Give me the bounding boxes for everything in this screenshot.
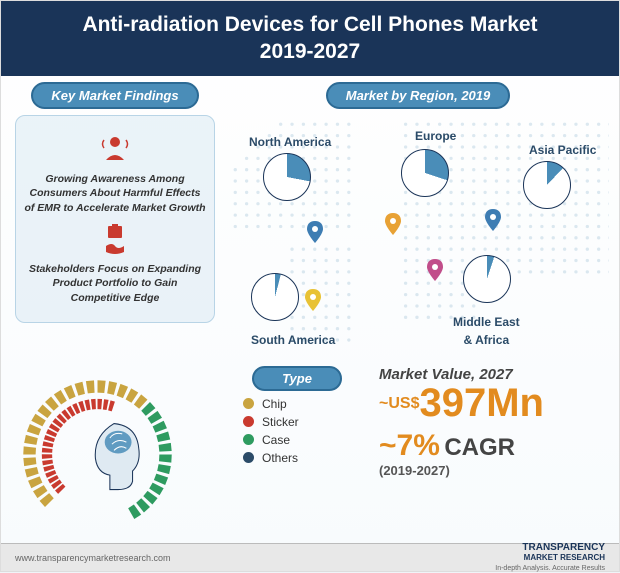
legend-dot-icon [243,416,254,427]
map-pin-icon [307,221,323,248]
gauge-svg [15,372,180,537]
legend-label: Others [262,451,298,465]
legend-rows: Chip Sticker Case Others [227,397,367,465]
cagr-value: ~7% [379,429,440,462]
header: Anti-radiation Devices for Cell Phones M… [1,1,619,76]
title-line-1: Anti-radiation Devices for Cell Phones M… [82,13,537,36]
infographic-container: Anti-radiation Devices for Cell Phones M… [0,0,620,572]
legend-label: Chip [262,397,287,411]
cagr-label: CAGR [444,434,515,461]
region-pie-4 [463,255,511,303]
title-line-2: 2019-2027 [260,40,360,63]
page-title: Anti-radiation Devices for Cell Phones M… [21,11,599,66]
legend-item-case: Case [243,433,367,447]
map-pin-icon [305,289,321,316]
portfolio-hand-icon [98,222,132,256]
legend-label: Sticker [262,415,299,429]
gauge-graphic [15,372,180,537]
market-value-box: Market Value, 2027 ~US$397Mn ~7% CAGR (2… [379,366,599,478]
person-speak-icon [98,132,132,166]
type-legend: Type Chip Sticker Case Others [227,366,367,469]
legend-item-sticker: Sticker [243,415,367,429]
brand-mid: MARKET RESEARCH [524,553,605,562]
mv-prefix: ~US$ [379,395,419,412]
legend-dot-icon [243,434,254,445]
findings-pill: Key Market Findings [31,82,198,109]
region-label-europe: Europe [415,127,456,145]
market-value-number: ~US$397Mn [379,383,599,423]
regions-column: Market by Region, 2019 North America Euro… [227,82,609,373]
footer: www.transparencymarketresearch.com TRANS… [1,543,619,571]
map-pin-icon [385,213,401,240]
brand-logo: TRANSPARENCY MARKET RESEARCH In-depth An… [495,543,605,573]
region-map-area: North America Europe Asia Pacific South Ame… [227,113,609,373]
region-label-asia-pacific: Asia Pacific [529,141,596,159]
region-label-south-america: South America [251,331,335,349]
region-label-middle-east-africa: Middle East& Africa [453,313,520,349]
map-pin-icon [485,209,501,236]
finding-text-0: Growing Awareness Among Consumers About … [24,172,206,216]
cagr-line: ~7% CAGR [379,429,599,463]
region-label-north-america: North America [249,133,331,151]
legend-dot-icon [243,398,254,409]
region-pie-2 [523,161,571,209]
cagr-period: (2019-2027) [379,463,599,478]
legend-dot-icon [243,452,254,463]
legend-item-others: Others [243,451,367,465]
body-area: Key Market Findings Growing Awareness Am… [1,76,619,551]
brand-top: TRANSPARENCY [522,542,605,553]
region-pie-0 [263,153,311,201]
legend-label: Case [262,433,290,447]
mv-value: 397Mn [419,381,544,425]
legend-item-chip: Chip [243,397,367,411]
brand-tag: In-depth Analysis. Accurate Results [495,565,605,572]
finding-text-1: Stakeholders Focus on Expanding Product … [24,262,206,306]
region-pie-3 [251,273,299,321]
findings-column: Key Market Findings Growing Awareness Am… [15,82,215,323]
type-pill: Type [252,366,342,391]
regions-pill: Market by Region, 2019 [326,82,511,109]
map-pin-icon [427,259,443,286]
region-pie-1 [401,149,449,197]
footer-url: www.transparencymarketresearch.com [15,553,171,563]
findings-box: Growing Awareness Among Consumers About … [15,115,215,323]
